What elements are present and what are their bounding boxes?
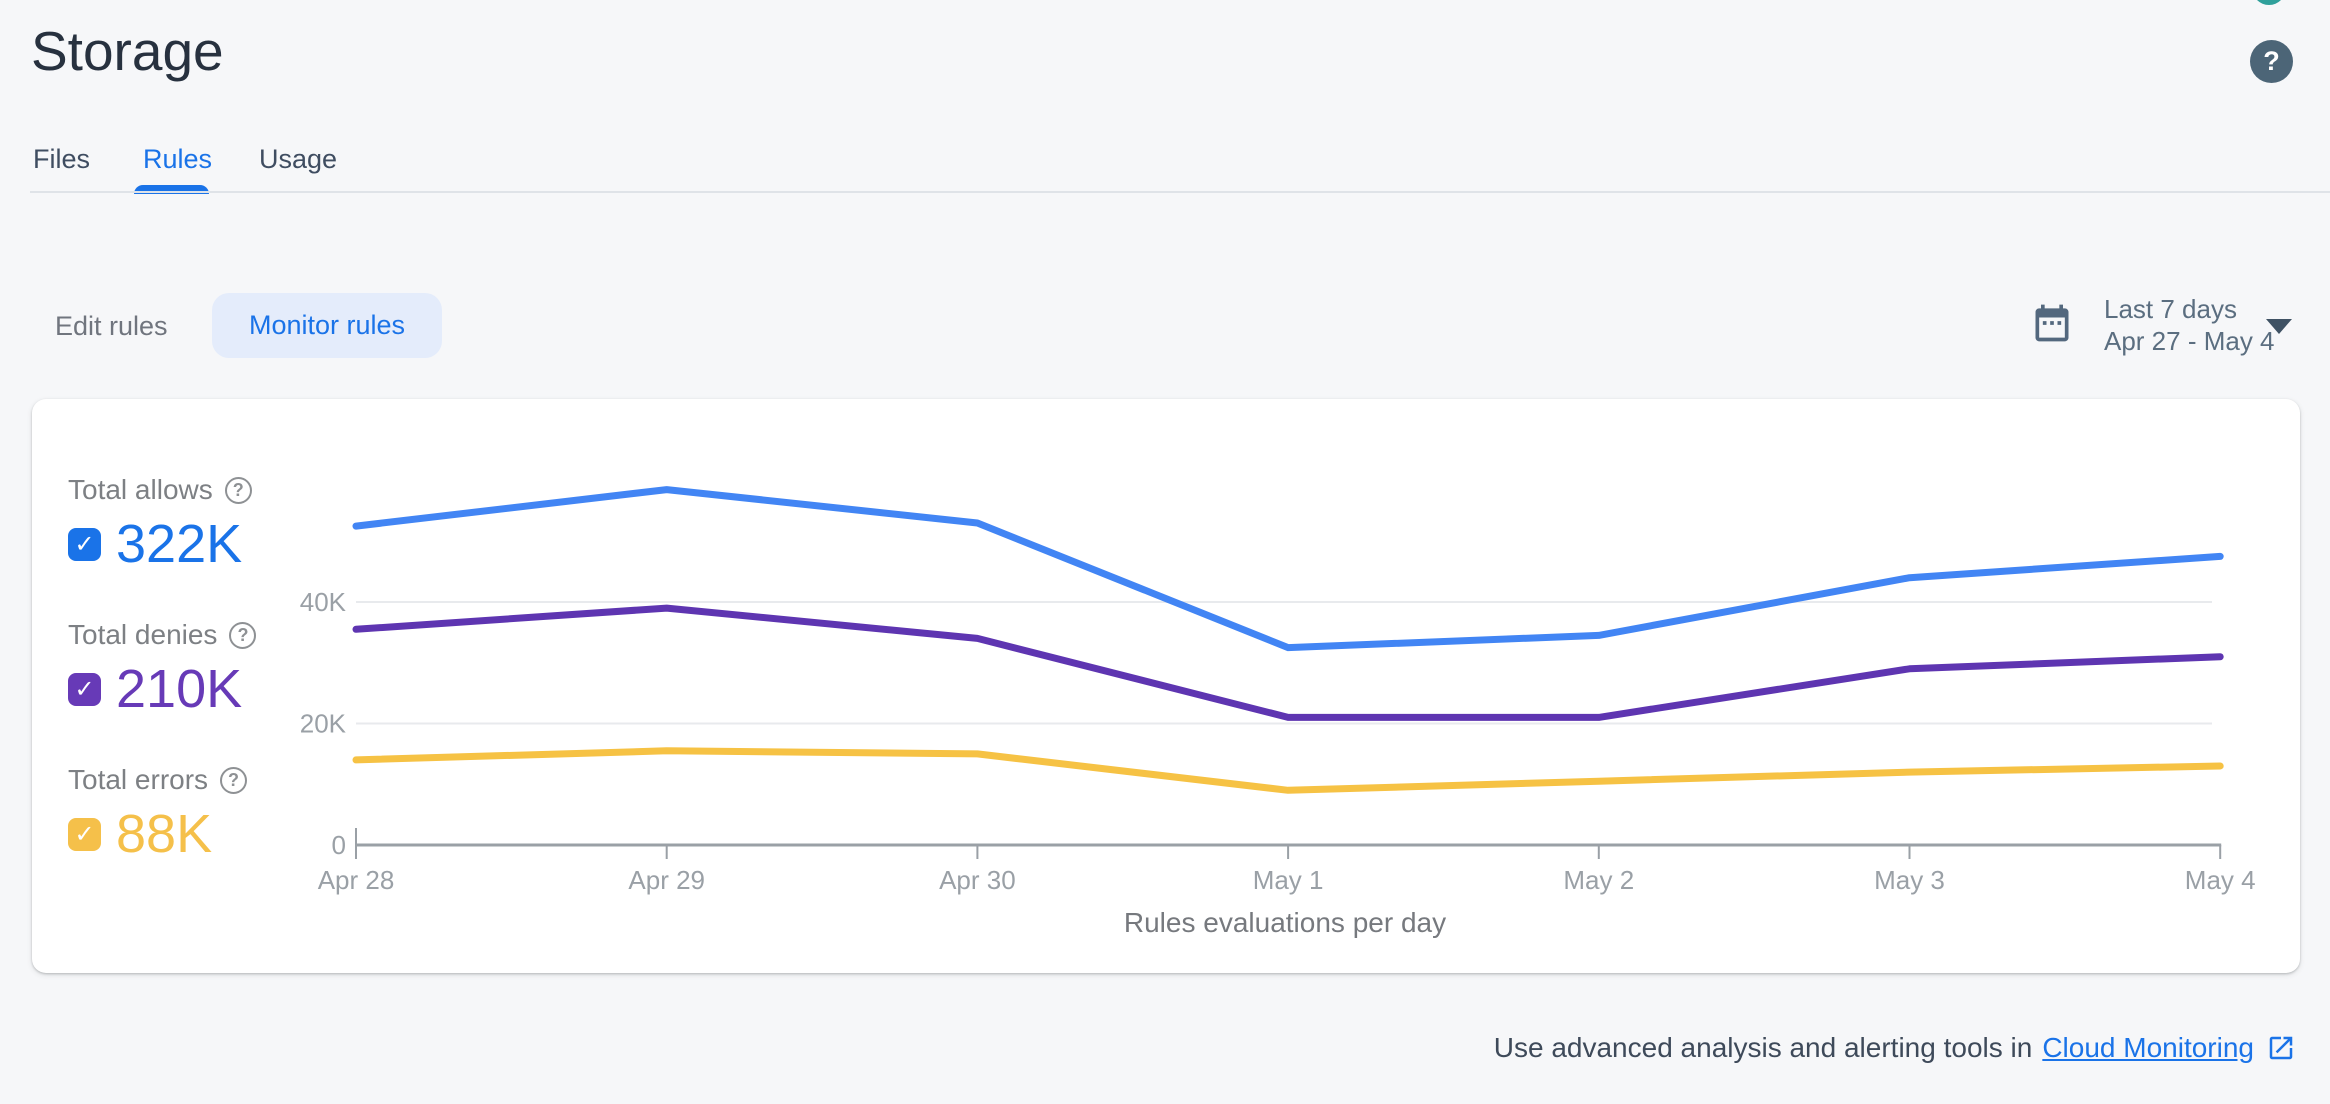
total-allows-checkbox[interactable]: ✓ [68,527,101,561]
checkmark-icon: ✓ [74,820,95,848]
total-allows-value: 322K [116,514,243,574]
external-link-icon [2269,1036,2293,1060]
monitor-rules-button[interactable]: Monitor rules [212,293,442,358]
svg-text:0: 0 [332,830,346,860]
total-denies-value: 210K [116,659,243,719]
svg-text:Apr 29: Apr 29 [628,865,705,895]
total-denies-help-icon[interactable]: ? [229,621,257,649]
chart-caption: Rules evaluations per day [1123,907,1447,938]
total-errors-value: 88K [116,804,213,864]
total-denies-checkbox[interactable]: ✓ [68,672,101,706]
help-icon[interactable]: ? [2250,40,2293,83]
edit-rules-button[interactable]: Edit rules [55,311,168,341]
footer-text: Use advanced analysis and alerting tools… [1493,1032,2033,1063]
svg-text:20K: 20K [300,709,347,739]
svg-text:May 2: May 2 [1563,865,1634,895]
monitor-rules-label: Monitor rules [248,310,406,340]
total-denies-label: Total denies [68,619,218,650]
total-errors-checkbox[interactable]: ✓ [68,817,101,851]
account-avatar[interactable] [2252,0,2286,5]
tab-rules[interactable]: Rules [143,144,213,174]
legend-total-denies: Total denies ? ✓ 210K [68,618,308,717]
legend-total-errors: Total errors ? ✓ 88K [68,763,308,862]
svg-text:Apr 28: Apr 28 [318,865,395,895]
svg-text:May 1: May 1 [1253,865,1324,895]
rules-evaluations-chart: 0 20K 40K Apr 28 Apr 29 Apr 30 May 1 May 2 May 3… [300,486,2256,895]
svg-text:May 4: May 4 [2185,865,2256,895]
tab-usage[interactable]: Usage [259,144,338,174]
tab-files[interactable]: Files [33,144,91,174]
date-range-picker[interactable]: Last 7 days Apr 27 - May 4 [2026,292,2308,368]
svg-text:Apr 30: Apr 30 [939,865,1016,895]
date-range-preset: Last 7 days [2104,294,2237,324]
date-range-dates: Apr 27 - May 4 [2104,326,2275,356]
chevron-down-icon [2266,319,2292,334]
checkmark-icon: ✓ [74,675,95,703]
legend-total-allows: Total allows ? ✓ 322K [68,473,308,572]
total-allows-label: Total allows [68,474,213,505]
svg-text:May 3: May 3 [1874,865,1945,895]
cloud-monitoring-link[interactable]: Cloud Monitoring [2042,1032,2254,1063]
tab-divider [30,191,2330,193]
active-tab-indicator [134,185,209,194]
footer-note: Use advanced analysis and alerting tools… [1494,1028,2296,1068]
calendar-icon [2035,304,2069,342]
checkmark-icon: ✓ [74,530,95,558]
total-allows-help-icon[interactable]: ? [224,476,252,504]
svg-text:40K: 40K [300,587,347,617]
total-errors-label: Total errors [68,764,209,795]
page-title: Storage [31,20,224,82]
total-errors-help-icon[interactable]: ? [220,766,248,794]
monitor-chart-card: Total allows ? ✓ 322K Total denies ? ✓ 2… [32,399,2300,973]
